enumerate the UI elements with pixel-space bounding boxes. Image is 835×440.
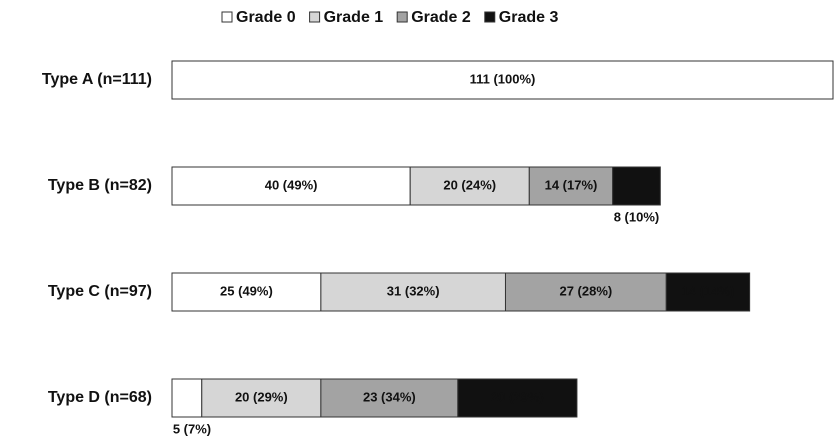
bar-segment xyxy=(612,166,661,206)
bar-segment xyxy=(320,378,459,418)
bar-segment xyxy=(171,166,411,206)
value-label: 20 (29%) xyxy=(235,389,288,404)
value-label: 20 (29%) xyxy=(491,389,544,404)
bar-segment xyxy=(457,378,578,418)
value-label: 20 (24%) xyxy=(443,177,496,192)
bar-segment xyxy=(409,166,530,206)
legend-swatch xyxy=(309,11,321,23)
value-label: 25 (49%) xyxy=(220,283,273,298)
category-label: Type D (n=68) xyxy=(48,389,152,406)
value-label: 27 (28%) xyxy=(559,283,612,298)
legend-label: Grade 3 xyxy=(499,9,559,26)
value-label: 5 (7%) xyxy=(173,421,211,436)
bar-segment xyxy=(504,272,667,312)
category-label: Type B (n=82) xyxy=(48,177,152,194)
bar-segment xyxy=(171,378,203,418)
value-label: 14 (14%) xyxy=(682,283,735,298)
legend-swatch xyxy=(221,11,233,23)
legend-label: Grade 2 xyxy=(411,9,471,26)
category-label: Type C (n=97) xyxy=(48,283,152,300)
legend-label: Grade 0 xyxy=(236,9,296,26)
value-label: 40 (49%) xyxy=(265,177,318,192)
value-label: 14 (17%) xyxy=(545,177,598,192)
bar-segment xyxy=(201,378,322,418)
bar-segment xyxy=(171,60,834,100)
legend-swatch xyxy=(396,11,408,23)
bar-segment xyxy=(320,272,506,312)
value-label: 23 (34%) xyxy=(363,389,416,404)
value-label: 31 (32%) xyxy=(387,283,440,298)
legend-label: Grade 1 xyxy=(324,9,384,26)
value-label: 111 (100%) xyxy=(470,71,536,86)
value-label: 8 (10%) xyxy=(614,209,660,224)
legend-swatch xyxy=(484,11,496,23)
bar-segment xyxy=(171,272,322,312)
bar-segment xyxy=(665,272,751,312)
category-label: Type A (n=111) xyxy=(42,71,152,88)
